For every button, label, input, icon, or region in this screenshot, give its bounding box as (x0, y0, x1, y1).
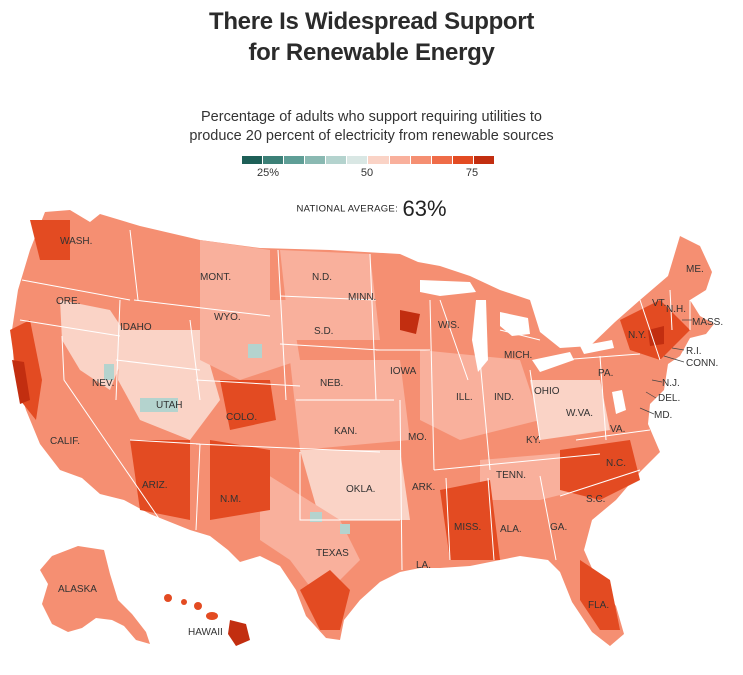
title-line-1: There Is Widespread Support (208, 8, 535, 35)
state-label: IOWA (390, 366, 417, 377)
state-label: S.D. (314, 326, 333, 337)
state-label: IDAHO (120, 322, 152, 333)
state-label: ILL. (456, 392, 473, 403)
national-average-value: 63% (402, 196, 447, 221)
state-label: KAN. (334, 426, 357, 437)
legend-swatch (304, 156, 326, 164)
state-label: ORE. (56, 296, 80, 307)
state-label: OHIO (534, 386, 560, 397)
state-label: KY. (526, 435, 541, 446)
state-label: N.Y. (628, 330, 646, 341)
state-label: LA. (416, 560, 431, 571)
state-label: W.VA. (566, 408, 593, 419)
state-label: VT. (652, 298, 666, 309)
subtitle-line-2: produce 20 percent of electricity from r… (189, 128, 554, 144)
legend-swatch (409, 156, 431, 164)
state-label: MICH. (504, 350, 532, 361)
state-label: MINN. (348, 292, 376, 303)
legend-swatch (388, 156, 410, 164)
state-label: HAWAII (188, 627, 223, 638)
state-label: N.C. (606, 458, 626, 469)
state-label: DEL. (658, 393, 680, 404)
legend-swatch (262, 156, 284, 164)
legend-swatch (367, 156, 389, 164)
state-label: MD. (654, 410, 672, 421)
legend-swatch (346, 156, 368, 164)
state-label: S.C. (586, 494, 605, 505)
state-label: TEXAS (316, 548, 349, 559)
color-legend: 25% 50 75 (242, 156, 494, 184)
state-label: CALIF. (50, 436, 80, 447)
state-label: WIS. (438, 320, 460, 331)
national-average: NATIONAL AVERAGE: 63% (0, 196, 743, 222)
label-leader-lines (639, 319, 692, 415)
legend-swatch (325, 156, 347, 164)
state-label: MONT. (200, 272, 231, 283)
state-label: CONN. (686, 358, 718, 369)
state-labels: WASH. ORE. IDAHO MONT. WYO. N.D. S.D. MINN. WIS.… (50, 236, 723, 638)
legend-swatch (283, 156, 305, 164)
legend-swatch (242, 156, 263, 164)
state-label: OKLA. (346, 484, 375, 495)
state-label: GA. (550, 522, 567, 533)
legend-tick-25: 25% (256, 167, 280, 179)
state-label: NEB. (320, 378, 343, 389)
hawaii-shapes (164, 594, 250, 646)
state-label: COLO. (226, 412, 257, 423)
legend-tick-50: 50 (360, 167, 374, 179)
legend-swatch (451, 156, 473, 164)
state-label: ALA. (500, 524, 522, 535)
state-label: PA. (598, 368, 613, 379)
state-label: N.J. (662, 378, 680, 389)
chart-title: There Is Widespread Support for Renewabl… (0, 6, 743, 68)
state-label: VA. (610, 424, 625, 435)
state-label: IND. (494, 392, 514, 403)
state-label: R.I. (686, 346, 702, 357)
state-label: ARIZ. (142, 480, 168, 491)
chart-subtitle: Percentage of adults who support requiri… (0, 108, 743, 146)
great-lakes (420, 280, 614, 372)
state-label: ARK. (412, 482, 435, 493)
chesapeake-bay (612, 390, 626, 414)
legend-tick-75: 75 (465, 167, 479, 179)
state-borders (19, 229, 691, 571)
state-label: N.D. (312, 272, 332, 283)
state-label: ME. (686, 264, 704, 275)
legend-swatch (472, 156, 494, 164)
state-label: MISS. (454, 522, 481, 533)
state-label: NEV. (92, 378, 114, 389)
title-line-2: for Renewable Energy (248, 39, 495, 66)
state-label: UTAH (156, 400, 182, 411)
legend-swatch (430, 156, 452, 164)
state-label: N.H. (666, 304, 686, 315)
subtitle-line-1: Percentage of adults who support requiri… (201, 109, 542, 125)
legend-ticks: 25% 50 75 (242, 164, 494, 180)
state-label: FLA. (588, 600, 609, 611)
state-label: ALASKA (58, 584, 97, 595)
alaska-shape (40, 546, 150, 644)
national-average-label: NATIONAL AVERAGE: (296, 203, 399, 215)
legend-color-scale (242, 156, 494, 164)
state-label: MO. (408, 432, 427, 443)
state-label: N.M. (220, 494, 241, 505)
state-label: TENN. (496, 470, 526, 481)
state-label: MASS. (692, 317, 723, 328)
state-label: WYO. (214, 312, 241, 323)
state-label: WASH. (60, 236, 92, 247)
